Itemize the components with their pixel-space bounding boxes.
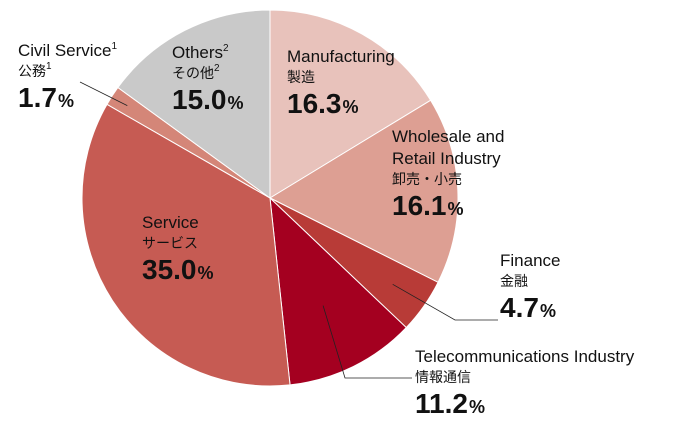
label-service-en: Service xyxy=(142,213,199,232)
leader-line-telecom xyxy=(322,305,412,379)
label-manufacturing-en: Manufacturing xyxy=(287,47,395,66)
value-finance: 4.7% xyxy=(500,294,560,322)
label-telecom-jp: 情報通信 xyxy=(415,369,471,385)
value-wholesale: 16.1% xyxy=(392,192,504,220)
label-service-jp: サービス xyxy=(142,235,198,251)
label-civil-en: Civil Service1 xyxy=(18,41,118,60)
percent-sign: % xyxy=(197,263,214,283)
label-finance-jp: 金融 xyxy=(500,273,528,289)
footnote-marker: 1 xyxy=(111,41,118,52)
value-telecom: 11.2% xyxy=(415,390,634,418)
footnote-marker: 2 xyxy=(214,63,220,74)
pie-slice-telecom xyxy=(269,196,407,386)
label-manufacturing-jp: 製造 xyxy=(287,69,315,85)
value-service: 35.0% xyxy=(142,256,214,284)
label-telecom: Telecommunications Industry 情報通信 11.2% xyxy=(415,348,634,418)
label-civil-jp: 公務1 xyxy=(18,61,117,79)
pie-slice-others xyxy=(117,9,271,199)
percent-sign: % xyxy=(57,91,74,111)
label-others: Others2 その他2 15.0% xyxy=(172,44,244,114)
label-finance-en: Finance xyxy=(500,251,561,270)
footnote-marker: 1 xyxy=(46,61,52,72)
label-civil-jp-text: 公務 xyxy=(18,63,46,79)
value-finance-number: 4.7 xyxy=(500,292,539,323)
leader-line-civil xyxy=(79,81,128,106)
label-others-en: Others2 xyxy=(172,43,244,62)
label-telecom-en: Telecommunications Industry xyxy=(415,347,635,366)
pie-slice-wholesale xyxy=(268,99,459,283)
percent-sign: % xyxy=(539,301,556,321)
label-finance: Finance 金融 4.7% xyxy=(500,252,560,322)
value-manufacturing: 16.3% xyxy=(287,90,395,118)
label-wholesale: Wholesale and Retail Industry 卸売・小売 16.1… xyxy=(392,128,504,220)
value-manufacturing-number: 16.3 xyxy=(287,88,342,119)
value-telecom-number: 11.2 xyxy=(415,388,468,419)
label-others-en-text: Others xyxy=(172,43,224,62)
label-others-jp: その他2 xyxy=(172,63,244,81)
label-service: Service サービス 35.0% xyxy=(142,214,214,284)
percent-sign: % xyxy=(447,199,464,219)
leader-line-finance xyxy=(392,283,498,321)
percent-sign: % xyxy=(342,97,359,117)
label-manufacturing: Manufacturing 製造 16.3% xyxy=(287,48,395,118)
pie-slice-manufacturing xyxy=(269,9,432,199)
value-civil-service: 1.7% xyxy=(18,84,117,112)
label-wholesale-en-line2: Retail Industry xyxy=(392,149,501,168)
footnote-marker: 2 xyxy=(223,43,229,54)
label-wholesale-jp: 卸売・小売 xyxy=(392,171,462,187)
percent-sign: % xyxy=(227,93,244,113)
label-wholesale-en-line1: Wholesale and xyxy=(392,127,505,146)
value-wholesale-number: 16.1 xyxy=(392,190,447,221)
pie-slice-service xyxy=(81,103,291,387)
label-others-jp-text: その他 xyxy=(172,65,214,81)
value-service-number: 35.0 xyxy=(142,254,197,285)
value-others: 15.0% xyxy=(172,86,244,114)
value-others-number: 15.0 xyxy=(172,84,227,115)
label-civil-service: Civil Service1 公務1 1.7% xyxy=(18,42,117,112)
label-civil-en-text: Civil Service xyxy=(18,41,112,60)
value-civil-number: 1.7 xyxy=(18,82,57,113)
percent-sign: % xyxy=(468,397,485,417)
